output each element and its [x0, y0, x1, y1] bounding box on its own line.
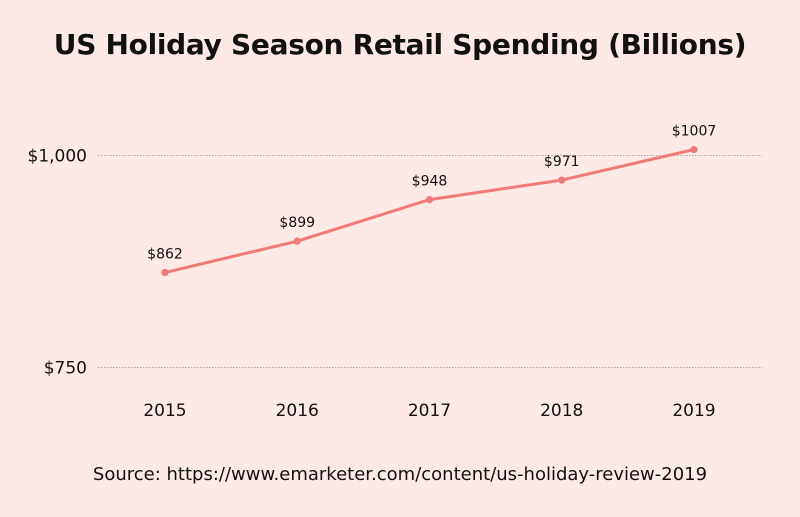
data-point [293, 237, 301, 245]
data-label: $1007 [672, 124, 717, 140]
chart-source: Source: https://www.emarketer.com/conten… [92, 464, 708, 485]
data-point [425, 195, 434, 204]
data-label: $971 [544, 154, 580, 170]
x-tick-label: 2019 [672, 401, 715, 421]
chart-title: US Holiday Season Retail Spending (Billi… [53, 28, 747, 61]
y-tick-label: $1,000 [28, 147, 87, 167]
data-label: $899 [279, 215, 315, 231]
data-point [690, 145, 698, 154]
x-tick-label: 2018 [540, 401, 583, 421]
data-point [161, 268, 169, 277]
series-line [163, 148, 696, 275]
data-point [558, 176, 566, 184]
x-tick-label: 2016 [276, 401, 319, 421]
data-label: $948 [412, 174, 448, 190]
x-tick-label: 2015 [143, 401, 186, 421]
data-label: $862 [147, 247, 183, 263]
y-tick-label: $750 [44, 359, 87, 379]
x-tick-label: 2017 [408, 401, 451, 421]
